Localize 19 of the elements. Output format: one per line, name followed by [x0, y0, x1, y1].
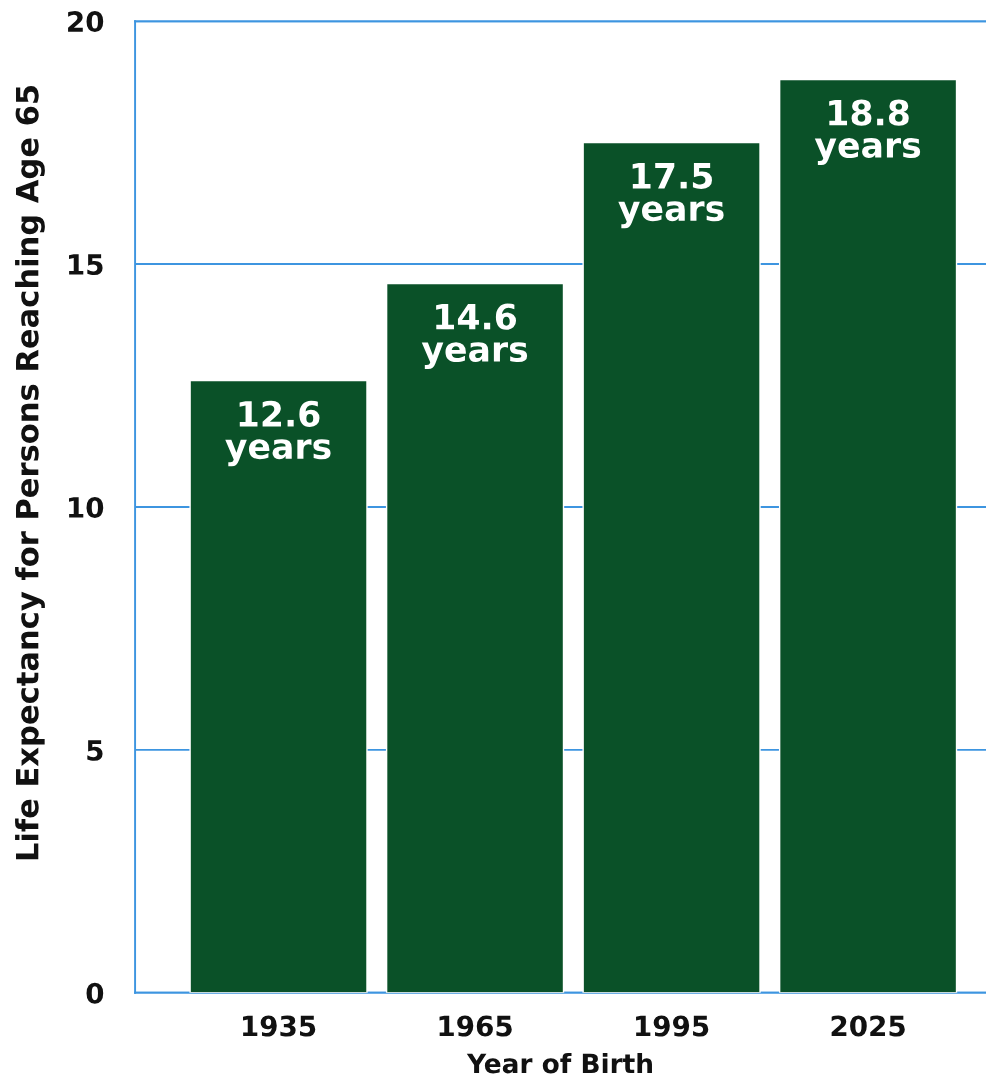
x-tick-label: 2025: [831, 1015, 905, 1037]
y-tick-label: 10: [69, 496, 104, 518]
x-axis-title: Year of Birth: [466, 1052, 652, 1074]
data-label: 14.6 years: [421, 303, 528, 370]
x-tick-label: 1935: [243, 1015, 316, 1037]
data-label: 17.5 years: [618, 163, 724, 229]
data-label: 18.8 years: [814, 99, 921, 166]
bar: [778, 78, 958, 993]
bar: [582, 141, 761, 993]
y-tick-label: 0: [86, 982, 104, 1004]
x-tick-label: 1995: [636, 1015, 709, 1037]
y-tick-label: 5: [87, 740, 103, 761]
x-tick-label: 1965: [439, 1015, 512, 1037]
bar: [385, 282, 565, 993]
data-label: 12.6 years: [225, 400, 331, 467]
y-axis-title: Life Expectancy for Persons Reaching Age 65: [15, 85, 45, 860]
y-tick-label: 15: [69, 254, 103, 276]
y-tick-label: 20: [68, 11, 104, 33]
bar: [189, 379, 368, 993]
